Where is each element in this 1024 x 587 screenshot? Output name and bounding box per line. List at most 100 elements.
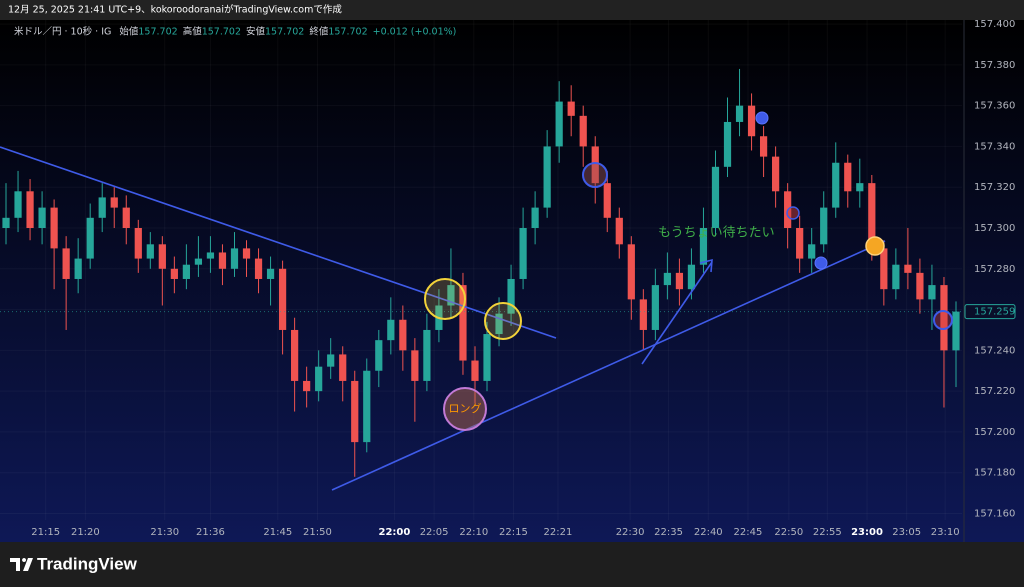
arrow-line bbox=[641, 261, 713, 365]
candle-body bbox=[868, 183, 876, 249]
candle-body bbox=[327, 354, 335, 367]
x-tick-label: 22:00 bbox=[378, 527, 410, 538]
x-tick-label: 21:50 bbox=[303, 527, 332, 538]
candle-body bbox=[158, 244, 166, 269]
x-tick-label: 22:35 bbox=[654, 527, 683, 538]
candle-body bbox=[531, 207, 539, 228]
y-tick-label: 157.280 bbox=[974, 264, 1015, 275]
candle-body bbox=[892, 264, 900, 290]
x-tick-label: 21:30 bbox=[150, 527, 179, 538]
annotations: ロング もうちょい待ちたい bbox=[0, 111, 953, 491]
circle-marker bbox=[582, 162, 608, 188]
candle-body bbox=[459, 285, 467, 361]
support-line bbox=[331, 240, 886, 491]
candle-body bbox=[62, 248, 70, 279]
candle-body bbox=[182, 264, 190, 279]
candle-body bbox=[291, 329, 299, 381]
candle-body bbox=[603, 183, 611, 218]
candle-body bbox=[711, 166, 720, 228]
candle-body bbox=[206, 252, 215, 259]
x-tick-label: 22:15 bbox=[499, 527, 528, 538]
y-tick-label: 157.300 bbox=[974, 223, 1015, 234]
candle-body bbox=[627, 244, 635, 300]
candle-body bbox=[110, 197, 118, 208]
candle-body bbox=[170, 268, 178, 279]
x-tick-label: 23:00 bbox=[851, 527, 883, 538]
x-tick-label: 22:21 bbox=[544, 527, 573, 538]
candle-body bbox=[519, 228, 527, 279]
candle-body bbox=[122, 207, 130, 228]
x-tick-label: 23:10 bbox=[931, 527, 960, 538]
candle-body bbox=[747, 105, 756, 137]
candle-body bbox=[735, 105, 744, 122]
candle-body bbox=[74, 258, 82, 279]
circle-marker bbox=[814, 256, 828, 270]
candle-body bbox=[411, 350, 419, 381]
candle-body bbox=[916, 272, 924, 300]
candle-body bbox=[315, 366, 323, 392]
annotation-text: ロング bbox=[449, 401, 482, 415]
candle-body bbox=[495, 313, 503, 335]
candle-body bbox=[639, 299, 647, 330]
candle-body bbox=[375, 340, 383, 371]
candle-body bbox=[507, 278, 515, 314]
y-tick-label: 157.220 bbox=[974, 386, 1015, 397]
candle-body bbox=[567, 101, 575, 116]
header-bar bbox=[0, 0, 1024, 20]
candle-body bbox=[14, 191, 22, 218]
footer-bar bbox=[0, 542, 1024, 587]
legend-field-label: 終値 bbox=[309, 26, 329, 38]
legend-field-value: 157.702 bbox=[328, 27, 367, 38]
x-tick-label: 22:45 bbox=[734, 527, 763, 538]
candle-body bbox=[387, 319, 395, 341]
candle-body bbox=[50, 207, 58, 249]
circle-marker bbox=[755, 111, 769, 125]
x-tick-label: 22:05 bbox=[420, 527, 449, 538]
candle-body bbox=[483, 334, 491, 381]
candle-body bbox=[928, 285, 936, 300]
x-tick-label: 22:50 bbox=[774, 527, 803, 538]
candle-body bbox=[940, 285, 948, 351]
legend-field-label: 安値 bbox=[246, 26, 266, 38]
candle-body bbox=[820, 207, 828, 245]
candle-body bbox=[591, 146, 599, 184]
candle-body bbox=[772, 156, 780, 192]
candle-body bbox=[98, 197, 106, 218]
arrow-head bbox=[699, 258, 713, 273]
tv-logo bbox=[10, 558, 33, 571]
legend-change: +0.012 (+0.01%) bbox=[373, 27, 457, 38]
y-tick-label: 157.380 bbox=[974, 60, 1015, 71]
x-tick-label: 22:55 bbox=[813, 527, 842, 538]
y-tick-label: 157.200 bbox=[974, 427, 1015, 438]
candle-body bbox=[663, 272, 671, 286]
circle-marker bbox=[443, 387, 487, 431]
candle-body bbox=[86, 217, 94, 259]
candle-body bbox=[278, 268, 287, 330]
candle-body bbox=[194, 258, 203, 265]
candle-body bbox=[134, 228, 142, 259]
candle-body bbox=[844, 162, 852, 192]
candle-body bbox=[423, 329, 431, 381]
candle-body bbox=[687, 264, 696, 290]
y-tick-label: 157.360 bbox=[974, 101, 1015, 112]
candle-body bbox=[303, 380, 311, 392]
y-tick-label: 157.180 bbox=[974, 468, 1015, 479]
x-tick-label: 21:45 bbox=[263, 527, 292, 538]
candle-body bbox=[808, 244, 816, 259]
x-tick-label: 21:20 bbox=[71, 527, 100, 538]
candle-body bbox=[651, 285, 659, 330]
candle-body bbox=[447, 285, 455, 306]
candle-body bbox=[759, 136, 768, 157]
candle-body bbox=[242, 248, 251, 259]
y-tick-label: 157.320 bbox=[974, 182, 1015, 193]
footer-logo-text: TradingView bbox=[37, 554, 138, 573]
candle-body bbox=[555, 101, 563, 147]
x-tick-label: 22:40 bbox=[694, 527, 723, 538]
candle-body bbox=[904, 264, 912, 273]
candle-body bbox=[675, 272, 684, 290]
candle-body bbox=[832, 162, 840, 208]
candle-body bbox=[723, 121, 732, 167]
legend-field-value: 157.702 bbox=[265, 27, 304, 38]
circle-marker bbox=[933, 310, 953, 330]
